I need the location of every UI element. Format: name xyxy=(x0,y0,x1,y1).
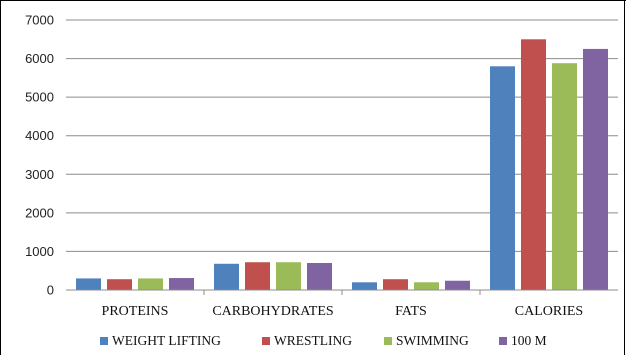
bars xyxy=(76,39,608,291)
category-labels: PROTEINS CARBOHYDRATES FATS CALORIES xyxy=(102,304,584,319)
bar-calories-swimming xyxy=(552,63,577,291)
bar-proteins-weight-lifting xyxy=(76,278,101,290)
bar-calories-weight-lifting xyxy=(490,66,515,291)
y-tick-label: 4000 xyxy=(25,128,54,143)
bar-carbohydrates-wrestling xyxy=(245,262,270,290)
y-tick-label: 5000 xyxy=(25,90,54,105)
x-axis xyxy=(66,289,618,295)
frame-border-top xyxy=(0,0,626,1)
y-tick-label: 0 xyxy=(47,283,54,298)
y-tick-label: 6000 xyxy=(25,51,54,66)
category-label: PROTEINS xyxy=(102,304,169,319)
legend-label: WRESTLING xyxy=(274,333,352,348)
legend-label: WEIGHT LIFTING xyxy=(112,333,221,348)
frame-border-left xyxy=(0,0,1,355)
frame-border-right xyxy=(624,0,625,355)
legend-label: 100 M xyxy=(511,333,547,348)
bar-proteins-100-m xyxy=(169,278,194,290)
bar-fats-weight-lifting xyxy=(352,282,377,290)
legend-swatch xyxy=(384,337,392,345)
gridlines xyxy=(66,19,618,252)
category-label: CARBOHYDRATES xyxy=(212,304,333,319)
y-tick-label: 7000 xyxy=(25,13,54,28)
category-label: FATS xyxy=(395,304,427,319)
y-axis-ticks: 0 1000 2000 3000 4000 5000 6000 7000 xyxy=(25,13,54,298)
legend-label: SWIMMING xyxy=(396,333,469,348)
bar-fats-swimming xyxy=(414,282,439,290)
bar-carbohydrates-100-m xyxy=(307,263,332,290)
legend-swatch xyxy=(100,337,108,345)
bar-carbohydrates-weight-lifting xyxy=(214,263,239,290)
bar-fats-100-m xyxy=(445,280,470,290)
legend: WEIGHT LIFTING WRESTLING SWIMMING 100 M xyxy=(100,333,547,348)
bar-proteins-swimming xyxy=(138,278,163,290)
bar-calories-wrestling xyxy=(521,39,546,291)
legend-swatch xyxy=(499,337,507,345)
y-tick-label: 2000 xyxy=(25,205,54,220)
bar-carbohydrates-swimming xyxy=(276,262,301,290)
category-label: CALORIES xyxy=(515,304,583,319)
bar-proteins-wrestling xyxy=(107,279,132,290)
legend-swatch xyxy=(262,337,270,345)
y-tick-label: 3000 xyxy=(25,167,54,182)
y-tick-label: 1000 xyxy=(25,244,54,259)
bar-calories-100-m xyxy=(583,48,608,290)
bar-fats-wrestling xyxy=(383,279,408,290)
